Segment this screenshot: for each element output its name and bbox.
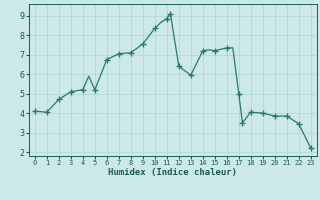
- X-axis label: Humidex (Indice chaleur): Humidex (Indice chaleur): [108, 168, 237, 177]
